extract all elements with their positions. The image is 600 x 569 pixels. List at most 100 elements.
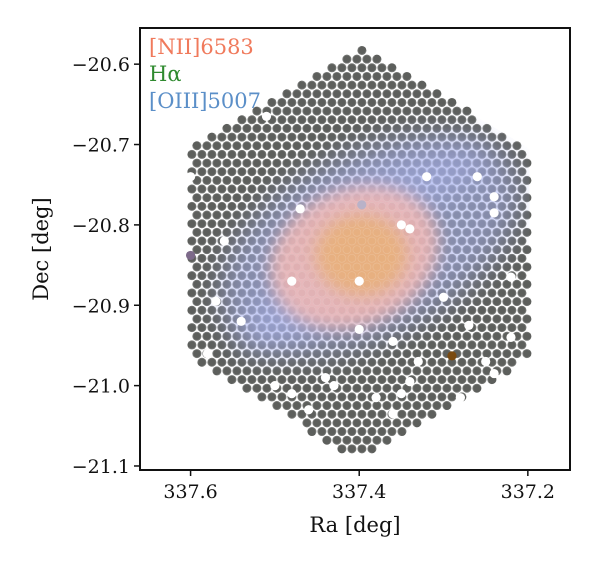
fiber: [362, 349, 372, 359]
fiber-outline: [247, 150, 257, 159]
fiber-outline: [462, 297, 472, 306]
fiber-outline: [332, 331, 342, 341]
fiber-outline: [497, 202, 507, 211]
fiber-outline: [282, 228, 292, 237]
fiber-outline: [382, 366, 392, 376]
fiber-outline: [302, 366, 312, 376]
fiber: [372, 418, 382, 428]
fiber-outline: [217, 167, 227, 177]
fiber-outline: [417, 98, 427, 107]
fiber: [427, 409, 437, 419]
fiber-outline: [197, 271, 207, 280]
fiber-outline: [292, 228, 302, 237]
fiber: [522, 262, 532, 272]
fiber-outline: [412, 297, 422, 306]
fiber-outline: [507, 253, 517, 263]
fiber: [452, 123, 462, 133]
fiber: [392, 89, 402, 99]
fiber: [422, 349, 432, 359]
legend-entry-oiii: [OIII]5007: [149, 89, 261, 113]
fiber-outline: [332, 176, 342, 185]
fiber-outline: [372, 158, 382, 168]
fiber-outline: [437, 167, 447, 177]
fiber-outline: [477, 236, 487, 246]
fiber-outline: [327, 323, 337, 332]
fiber-outline: [317, 323, 327, 332]
fiber-outline: [387, 288, 397, 298]
fiber-outline: [367, 409, 377, 419]
fiber-outline: [227, 202, 237, 211]
fiber-outline: [257, 323, 267, 332]
fiber-outline: [467, 253, 477, 263]
fiber: [342, 366, 352, 376]
fiber-outline: [392, 158, 402, 168]
fiber-outline: [332, 141, 342, 151]
fiber-outline: [372, 435, 382, 445]
fiber-outline: [312, 228, 322, 237]
fiber: [237, 357, 247, 367]
fiber: [382, 401, 392, 411]
fiber: [427, 357, 437, 367]
fiber-outline: [392, 349, 402, 358]
fiber-outline: [252, 141, 262, 151]
fiber-outline: [317, 98, 327, 107]
fiber-outline: [387, 132, 397, 142]
fiber-outline: [387, 202, 397, 211]
fiber-outline: [437, 357, 447, 367]
fiber: [262, 175, 272, 185]
masked-fiber: [261, 111, 272, 121]
fiber-outline: [457, 236, 467, 246]
fiber-outline: [332, 210, 342, 220]
fiber-outline: [492, 228, 502, 237]
fiber-outline: [522, 228, 530, 237]
fiber-outline: [197, 202, 207, 211]
fiber: [362, 435, 372, 445]
fiber: [502, 314, 512, 324]
fiber: [357, 45, 367, 55]
masked-fiber: [396, 389, 406, 399]
fiber-outline: [347, 63, 357, 73]
fiber: [307, 357, 317, 367]
fiber: [382, 366, 392, 376]
fiber-outline: [312, 349, 322, 358]
fiber: [392, 123, 402, 133]
fiber: [197, 305, 207, 315]
fiber-outline: [317, 184, 327, 194]
fiber-outline: [497, 357, 507, 367]
fiber-outline: [462, 245, 472, 255]
fiber-outline: [472, 279, 482, 289]
fiber-outline: [188, 305, 197, 315]
fiber: [522, 210, 532, 220]
fiber: [222, 158, 232, 168]
y-tick-label: −20.6: [72, 54, 130, 76]
fiber: [227, 357, 237, 367]
fiber: [402, 106, 412, 116]
fiber: [492, 262, 502, 272]
fiber-outline: [387, 219, 397, 229]
fiber: [412, 349, 422, 359]
fiber-outline: [277, 340, 287, 350]
fiber: [517, 201, 527, 211]
fiber-outline: [387, 392, 397, 402]
fiber: [192, 262, 202, 272]
fiber-outline: [337, 357, 347, 367]
fiber-outline: [392, 210, 402, 220]
fiber-outline: [362, 228, 372, 237]
fiber: [497, 340, 507, 350]
fiber-outline: [317, 305, 327, 315]
fiber-outline: [517, 253, 527, 263]
fiber: [387, 427, 397, 437]
fiber-outline: [267, 184, 277, 194]
fiber-outline: [302, 262, 312, 272]
fiber-outline: [467, 115, 477, 125]
fiber-outline: [362, 158, 372, 168]
fiber-outline: [317, 357, 327, 367]
fiber-outline: [377, 98, 387, 107]
fiber: [242, 158, 252, 168]
fiber-outline: [272, 193, 282, 203]
fiber-outline: [282, 366, 292, 376]
fiber: [302, 158, 312, 168]
fiber-outline: [372, 418, 382, 428]
fiber-outline: [387, 150, 397, 159]
fiber: [302, 89, 312, 99]
